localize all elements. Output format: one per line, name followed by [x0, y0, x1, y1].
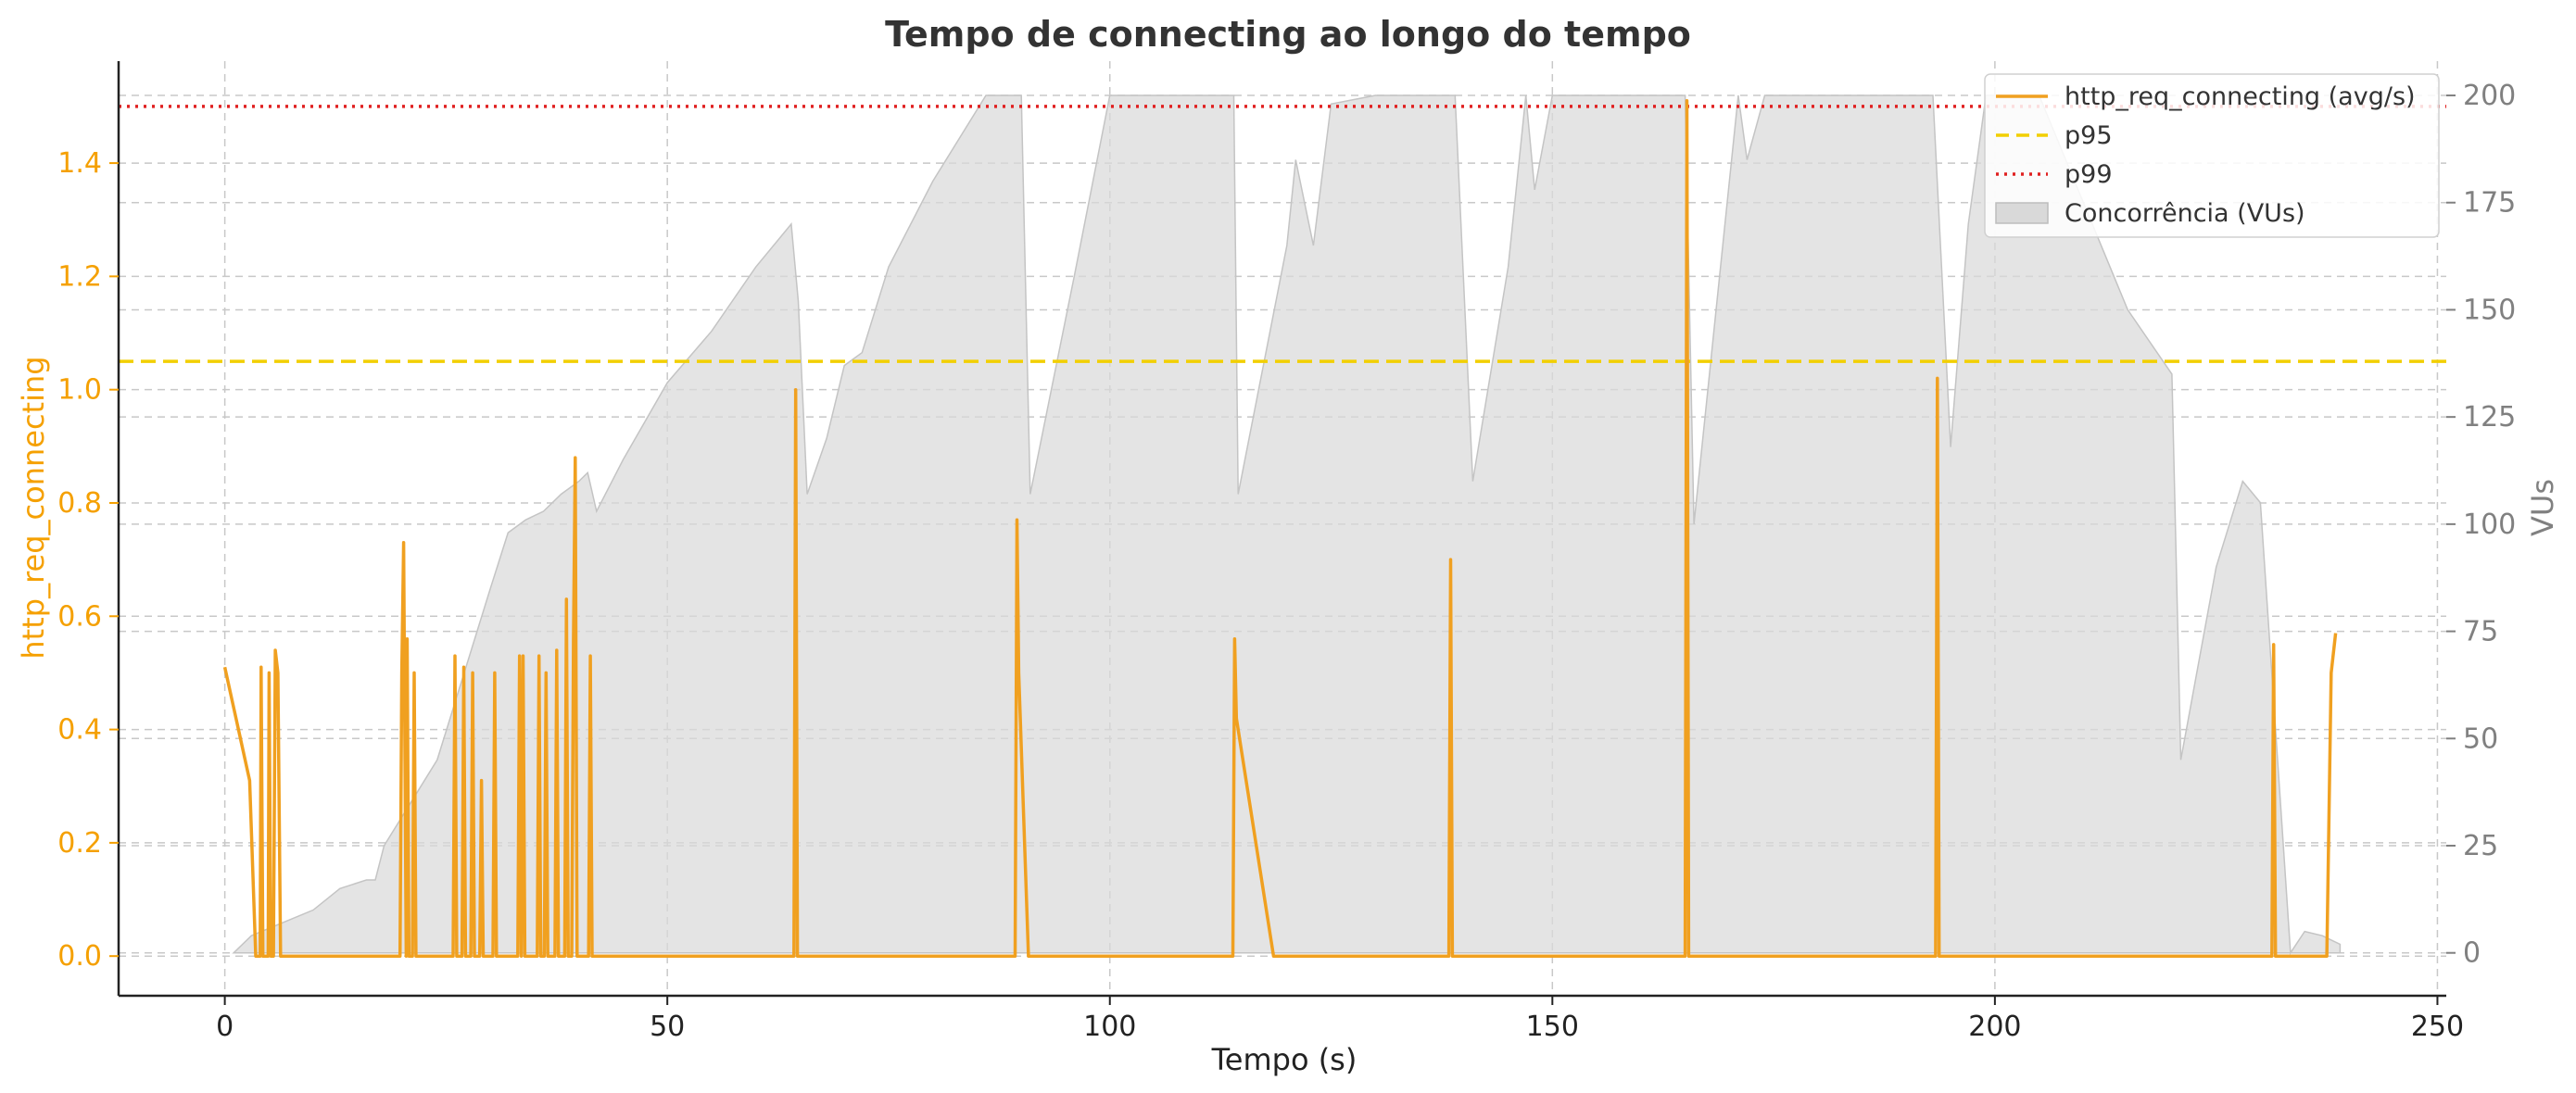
y-tick-label: 0.4	[57, 714, 102, 747]
y2-tick-label: 125	[2463, 401, 2516, 433]
y-tick-label: 0.8	[57, 487, 102, 520]
threshold-layer	[119, 105, 2446, 363]
y2-tick-label: 25	[2463, 830, 2498, 862]
y2-tick-label: 50	[2463, 722, 2498, 755]
legend-label: http_req_connecting (avg/s)	[2065, 82, 2416, 111]
connecting-line	[222, 99, 2338, 958]
y-tick-label: 0.0	[57, 940, 102, 973]
x-tick-label: 50	[650, 1011, 685, 1043]
y2-tick-label: 75	[2463, 616, 2498, 648]
y-axis-title: http_req_connecting	[16, 356, 51, 659]
x-tick-label: 200	[1968, 1011, 2021, 1043]
y2-tick-label: 175	[2463, 187, 2516, 220]
y-tick-label: 1.4	[57, 147, 102, 180]
axes-layer: 0 50 100 150 200 250 0.0 0.2 0.4 0.6 0.8 1.0 1.2 1.4 0…	[57, 61, 2516, 1043]
x-axis-title: Tempo (s)	[1211, 1042, 1357, 1077]
x-tick-label: 150	[1526, 1011, 1579, 1043]
y2-tick-label: 200	[2463, 80, 2516, 112]
connecting-line-layer	[222, 99, 2338, 958]
x-tick-label: 0	[216, 1011, 234, 1043]
y2-tick-label: 100	[2463, 509, 2516, 541]
y-tick-label: 0.6	[57, 600, 102, 633]
x-tick-label: 100	[1083, 1011, 1136, 1043]
legend-label: p99	[2065, 160, 2113, 189]
y2-tick-label: 150	[2463, 294, 2516, 326]
y-tick-label: 0.2	[57, 827, 102, 860]
legend: http_req_connecting (avg/s) p95 p99 Concorr…	[1984, 73, 2440, 238]
y2-axis-title: VUs	[2525, 479, 2560, 536]
y2-tick-label: 0	[2463, 937, 2481, 970]
legend-label: Concorrência (VUs)	[2065, 199, 2305, 228]
legend-swatch-area	[1995, 202, 2049, 224]
legend-label: p95	[2065, 121, 2113, 150]
y-tick-label: 1.0	[57, 374, 102, 407]
x-tick-label: 250	[2411, 1011, 2464, 1043]
chart-title: Tempo de connecting ao longo do tempo	[885, 14, 1691, 55]
y-tick-label: 1.2	[57, 260, 102, 293]
legend-box	[1984, 73, 2440, 238]
